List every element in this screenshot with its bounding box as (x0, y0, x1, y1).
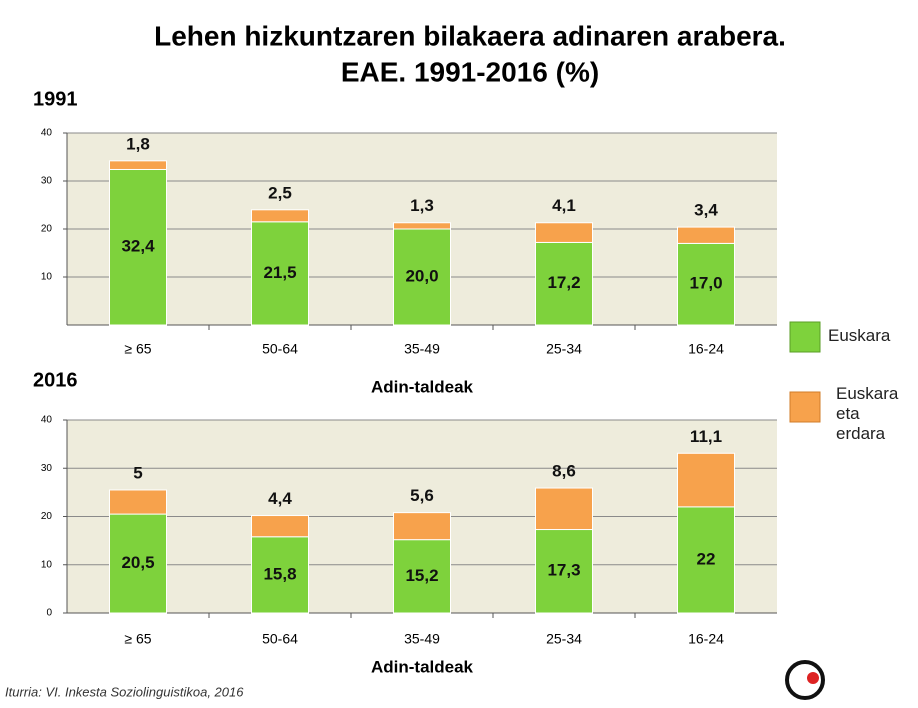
y-tick-label: 30 (41, 463, 53, 474)
data-label: 4,1 (552, 196, 576, 215)
legend-label: Euskara (828, 326, 891, 345)
data-label: 32,4 (121, 237, 155, 256)
bar-segment (251, 536, 309, 614)
bar-segment (535, 529, 593, 614)
x-axis-label: Adin-taldeak (371, 377, 474, 396)
bar-segment (535, 222, 593, 243)
bar-segment (251, 221, 309, 326)
title-line: EAE. 1991-2016 (%) (341, 56, 599, 87)
x-tick-label: ≥ 65 (124, 631, 151, 647)
data-label: 4,4 (268, 489, 292, 508)
x-tick-label: 25-34 (546, 341, 582, 357)
x-tick-label: 35-49 (404, 341, 440, 357)
y-tick-label: 20 (41, 511, 53, 522)
y-tick-label: 10 (41, 559, 53, 570)
data-label: 11,1 (690, 427, 722, 446)
legend-label: Euskara eta erdara (836, 384, 899, 443)
data-label: 1,8 (126, 134, 150, 153)
data-label: 17,2 (547, 273, 580, 292)
x-tick-label: 16-24 (688, 631, 724, 647)
y-tick-label: 30 (41, 176, 53, 187)
bar-segment (677, 452, 735, 508)
source: Iturria: VI. Inkesta Soziolinguistikoa, … (5, 684, 244, 699)
bar-segment (393, 539, 451, 614)
bar-segment (393, 228, 451, 326)
y-tick-label: 0 (46, 608, 52, 619)
data-label: 20,0 (405, 266, 438, 285)
logo (785, 660, 825, 700)
data-label: 1,3 (410, 196, 434, 215)
bar-segment (109, 489, 167, 515)
bar-segment (535, 487, 593, 531)
chart-subtitle: 1991 (33, 88, 78, 110)
bar-segment (677, 242, 735, 326)
y-tick-label: 10 (41, 272, 53, 283)
y-tick-label: 40 (41, 128, 53, 139)
bar-segment (109, 168, 167, 326)
data-label: 15,2 (405, 566, 438, 585)
bar-segment (677, 506, 735, 614)
bar-segment (251, 515, 309, 538)
bar-segment (393, 222, 451, 230)
bar-segment (251, 209, 309, 223)
data-label: 20,5 (121, 553, 154, 572)
data-label: 17,0 (689, 274, 722, 293)
legend-swatch (789, 321, 821, 353)
data-label: 22 (697, 549, 716, 568)
x-tick-label: 16-24 (688, 341, 724, 357)
bar-segment (535, 241, 593, 326)
x-tick-label: ≥ 65 (124, 341, 151, 357)
chart-subtitle: 2016 (33, 369, 78, 391)
y-tick-label: 20 (41, 224, 53, 235)
x-tick-label: 50-64 (262, 341, 298, 357)
bar-segment (393, 512, 451, 541)
data-label: 17,3 (547, 561, 580, 580)
data-label: 5 (133, 463, 142, 482)
legend-swatch (789, 391, 821, 423)
x-tick-label: 50-64 (262, 631, 298, 647)
title-line: Lehen hizkuntzaren bilakaera adinaren ar… (154, 20, 786, 51)
x-tick-label: 25-34 (546, 631, 582, 647)
x-tick-label: 35-49 (404, 631, 440, 647)
data-label: 2,5 (268, 183, 292, 202)
bar-segment (677, 226, 735, 244)
y-tick-label: 40 (41, 415, 53, 426)
data-label: 5,6 (410, 486, 434, 505)
bar-segment (109, 160, 167, 170)
bar-segment (109, 513, 167, 614)
data-label: 8,6 (552, 462, 576, 481)
data-label: 3,4 (694, 201, 718, 220)
x-axis-label: Adin-taldeak (371, 657, 474, 676)
data-label: 15,8 (263, 564, 296, 583)
data-label: 21,5 (263, 263, 296, 282)
